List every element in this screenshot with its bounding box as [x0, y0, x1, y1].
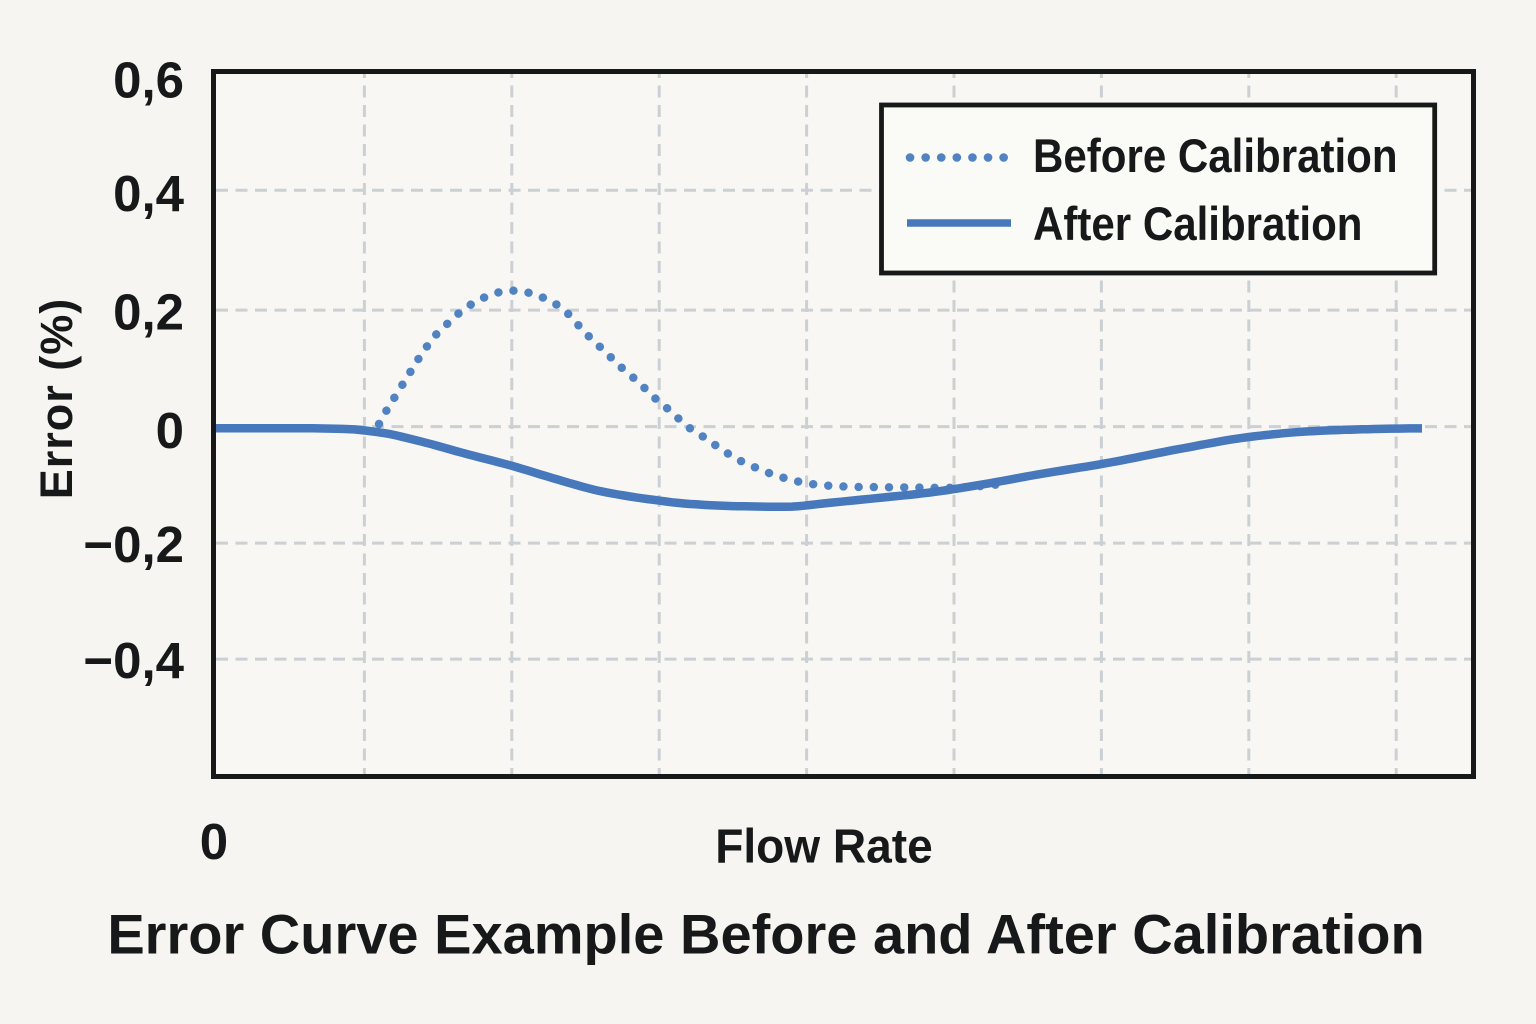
svg-text:0: 0	[200, 813, 228, 870]
svg-text:Error (%): Error (%)	[31, 298, 82, 500]
svg-text:Error Curve Example Before and: Error Curve Example Before and After Cal…	[107, 903, 1424, 966]
svg-text:0: 0	[156, 402, 184, 459]
svg-text:After Calibration: After Calibration	[1033, 199, 1362, 251]
svg-text:0,6: 0,6	[113, 52, 184, 109]
svg-text:Before Calibration: Before Calibration	[1033, 131, 1398, 183]
svg-text:−0,4: −0,4	[83, 632, 184, 689]
svg-text:0,2: 0,2	[113, 284, 184, 341]
svg-text:0,4: 0,4	[113, 165, 185, 222]
svg-text:−0,2: −0,2	[83, 516, 184, 573]
svg-text:Flow Rate: Flow Rate	[715, 819, 933, 873]
